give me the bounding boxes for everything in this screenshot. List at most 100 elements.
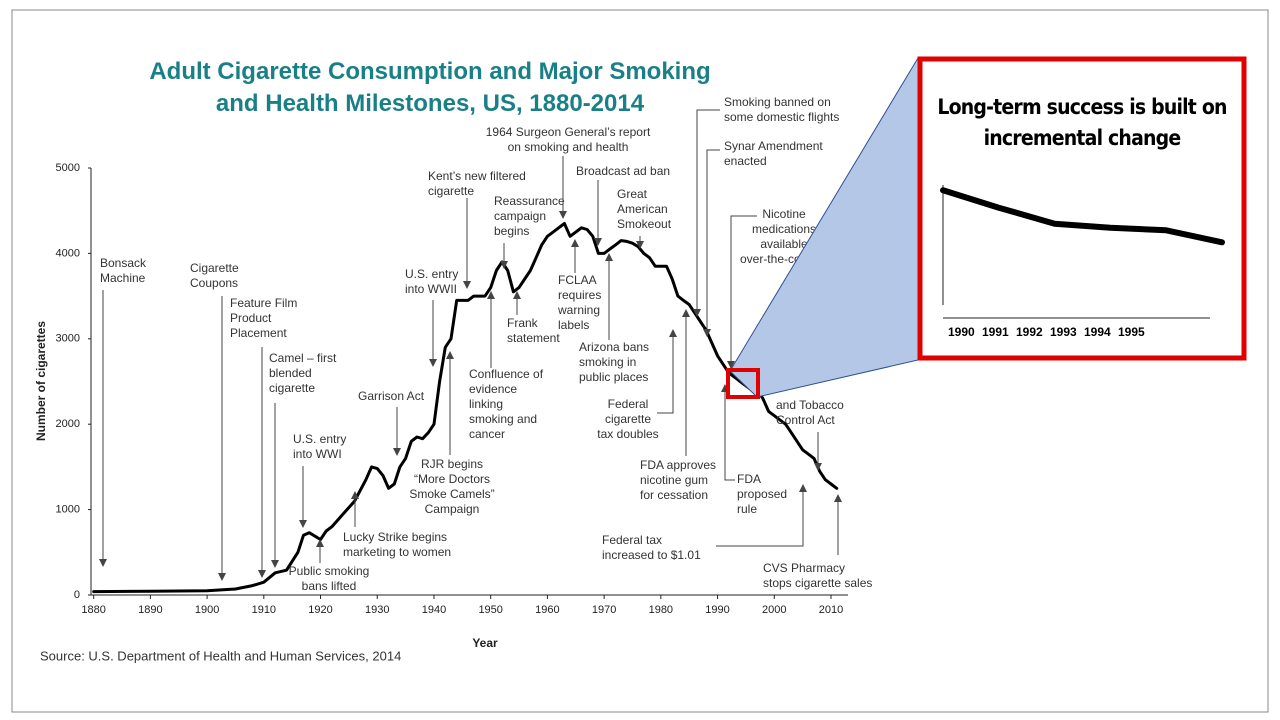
annotation: Great American Smokeout: [617, 187, 672, 231]
annotation-line: cigarette: [605, 412, 651, 426]
annotation: FCLAA requires warning labels: [557, 273, 601, 332]
annotation-line: Smoking banned on: [724, 95, 831, 109]
annotation-line: Placement: [230, 326, 287, 340]
annotation: Frank statement: [507, 316, 560, 345]
annotation-line: bans lifted: [302, 579, 357, 593]
annotation: Smoking banned on some domestic flights: [724, 95, 839, 124]
x-tick-label: 1880: [81, 604, 105, 616]
annotation-line: labels: [558, 318, 589, 332]
annotation-line: Great: [617, 187, 648, 201]
slide-border: [11, 9, 1269, 713]
x-axis-label: Year: [472, 636, 498, 650]
annotation-line: medications: [752, 222, 816, 236]
annotation-line: smoking and: [469, 412, 537, 426]
x-tick-label: 1940: [422, 604, 446, 616]
annotation-line: cigarette: [269, 381, 315, 395]
annotation-line: smoking in: [579, 355, 636, 369]
annotation-line: Kent’s new filtered: [428, 169, 526, 183]
x-tick-label: 1910: [252, 604, 276, 616]
inset-x-label: 1993: [1050, 325, 1077, 339]
annotation-arrow: [727, 215, 757, 369]
chart-title-line: Adult Cigarette Consumption and Major Sm…: [149, 58, 710, 85]
y-tick-label: 5000: [56, 162, 80, 174]
annotation-line: Cigarette: [190, 261, 239, 275]
annotation-line: for cessation: [640, 488, 708, 502]
annotation-line: rule: [737, 502, 757, 516]
annotation: U.S. entry into WWI: [293, 432, 346, 461]
annotation-arrow: [721, 384, 735, 481]
inset-title-line: Long-term success is built on: [937, 95, 1226, 119]
annotation-line: “More Doctors: [414, 472, 490, 486]
annotation-line: Smokeout: [617, 217, 672, 231]
annotation: Confluence of evidence linking smoking and c…: [469, 367, 544, 441]
chart-title-line: and Health Milestones, US, 1880-2014: [216, 90, 645, 117]
annotation-line: warning: [557, 303, 600, 317]
x-tick-label: 1920: [308, 604, 332, 616]
annotation-line: cigarette: [428, 184, 474, 198]
annotation-line: stops cigarette sales: [763, 576, 872, 590]
annotation-line: Nicotine: [762, 207, 806, 221]
annotation-line: evidence: [469, 382, 517, 396]
annotation: Cigarette Coupons: [190, 261, 239, 290]
annotation-line: nicotine gum: [640, 473, 708, 487]
annotation-line: Bonsack: [100, 256, 147, 270]
inset-title-line: incremental change: [984, 126, 1181, 150]
annotation-line: marketing to women: [343, 545, 451, 559]
annotation-line: proposed: [737, 487, 787, 501]
annotation-line: Federal: [608, 397, 649, 411]
annotation-line: linking: [469, 397, 503, 411]
inset-x-label: 1991: [982, 325, 1009, 339]
x-tick-label: 1960: [535, 604, 559, 616]
y-axis-label: Number of cigarettes: [34, 321, 48, 441]
annotation: CVS Pharmacy stops cigarette sales: [763, 561, 872, 590]
annotation-line: Feature Film: [230, 296, 297, 310]
annotation-line: Product: [230, 311, 272, 325]
annotation-line: CVS Pharmacy: [763, 561, 845, 575]
annotation: Kent’s new filtered cigarette: [428, 169, 526, 198]
annotation: Arizona bans smoking in public places: [579, 340, 649, 384]
source: Source: U.S. Department of Health and Hu…: [40, 648, 401, 663]
y-tick-label: 4000: [56, 247, 80, 259]
annotation: Reassurance campaign begins: [494, 194, 565, 238]
annotation-line: available: [760, 237, 808, 251]
annotation-arrow: [657, 329, 677, 414]
annotation-line: American: [617, 202, 668, 216]
annotation: Broadcast ad ban: [576, 164, 670, 178]
annotation: Bonsack Machine: [100, 256, 147, 285]
x-tick-label: 1900: [195, 604, 219, 616]
annotation: Federal cigarette tax doubles: [597, 397, 658, 441]
annotation-arrow: [693, 109, 720, 317]
annotation-line: U.S. entry: [405, 267, 458, 281]
annotation-line: into WWII: [405, 282, 457, 296]
inset-x-label: 1995: [1118, 325, 1145, 339]
zoom-box: [726, 368, 760, 399]
annotation: Public smoking bans lifted: [289, 564, 370, 593]
annotation: Lucky Strike begins marketing to women: [343, 530, 451, 559]
annotation-line: Control Act: [776, 413, 835, 427]
x-tick-label: 2010: [819, 604, 843, 616]
annotation-line: U.S. entry: [293, 432, 346, 446]
y-tick-label: 1000: [56, 504, 80, 516]
annotation-line: Garrison Act: [358, 389, 425, 403]
annotation-line: Arizona bans: [579, 340, 649, 354]
inset-x-label: 1992: [1016, 325, 1043, 339]
annotation-line: FDA: [737, 472, 761, 486]
y-tick-label: 0: [74, 589, 80, 601]
annotation-line: 1964 Surgeon General’s report: [486, 125, 651, 139]
annotation-line: tax doubles: [597, 427, 658, 441]
annotation: U.S. entry into WWII: [405, 267, 458, 296]
annotation-line: on smoking and health: [508, 140, 629, 154]
annotation-line: some domestic flights: [724, 110, 839, 124]
annotation-line: Lucky Strike begins: [343, 530, 447, 544]
annotation: 1964 Surgeon General’s report on smoking …: [486, 125, 651, 154]
annotation: FDA proposed rule: [737, 472, 787, 516]
annotation: Federal tax increased to $1.01: [602, 533, 701, 562]
annotation-line: Campaign: [425, 502, 480, 516]
annotation-line: public places: [579, 370, 648, 384]
x-tick-label: 1970: [592, 604, 616, 616]
inset-x-label: 1990: [948, 325, 975, 339]
annotation-line: begins: [494, 224, 529, 238]
annotation-line: Coupons: [190, 276, 238, 290]
data-line: [940, 187, 1225, 246]
